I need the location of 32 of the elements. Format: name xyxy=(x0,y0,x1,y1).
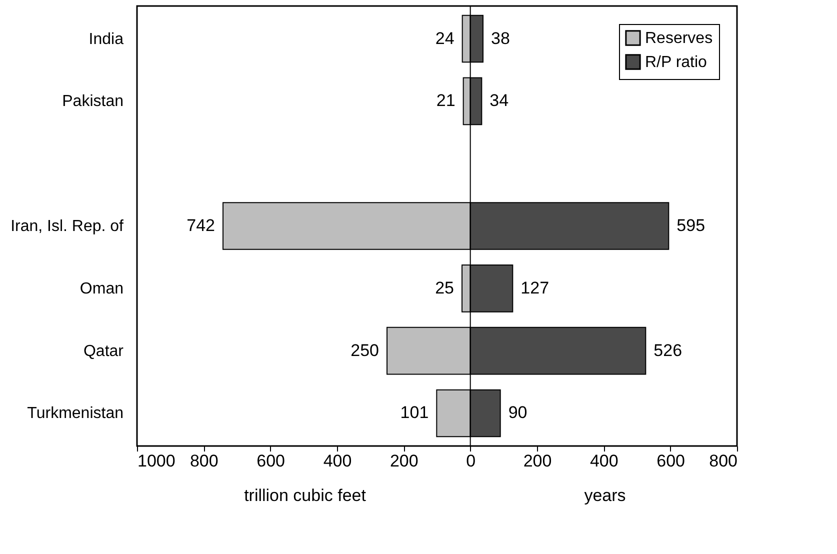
text: years xyxy=(584,486,626,505)
y-tick-label: Pakistan xyxy=(62,93,124,110)
legend-label: R/P ratio xyxy=(645,54,708,71)
y-tick-label: India xyxy=(88,30,124,48)
data-label: 526 xyxy=(654,340,682,360)
data-label: 24 xyxy=(435,28,454,48)
x-tick-label: 1000 xyxy=(138,452,176,470)
x-tick-label: 0 xyxy=(466,452,476,470)
y-tick-label: Iran, Isl. Rep. of xyxy=(10,218,124,235)
y-tick-label: Oman xyxy=(80,280,124,298)
data-label: 90 xyxy=(508,403,528,422)
x-tick-label: 400 xyxy=(323,452,352,470)
x-tick-label: 200 xyxy=(390,452,418,470)
data-label: 250 xyxy=(350,340,379,360)
data-label: 742 xyxy=(186,216,215,235)
y-tick-label: Turkmenistan xyxy=(27,405,124,422)
data-label: 127 xyxy=(520,278,550,298)
data-label: 595 xyxy=(676,216,706,235)
data-label: 25 xyxy=(435,278,454,298)
data-label: 38 xyxy=(491,28,510,48)
x-tick-label: 400 xyxy=(590,452,618,470)
x-tick-label: 800 xyxy=(190,452,218,470)
data-label: 34 xyxy=(490,91,509,110)
x-tick-label: 600 xyxy=(656,452,686,470)
x-tick-label: 200 xyxy=(523,452,552,470)
data-label: 21 xyxy=(436,91,456,110)
y-tick-label: Qatar xyxy=(83,342,124,360)
legend-label: Reserves xyxy=(645,30,713,47)
x-axis-title: trillion cubic feet xyxy=(244,486,366,505)
data-label: 101 xyxy=(400,403,429,422)
x-tick-label: 800 xyxy=(709,452,738,470)
x-tick-label: 600 xyxy=(256,452,286,470)
